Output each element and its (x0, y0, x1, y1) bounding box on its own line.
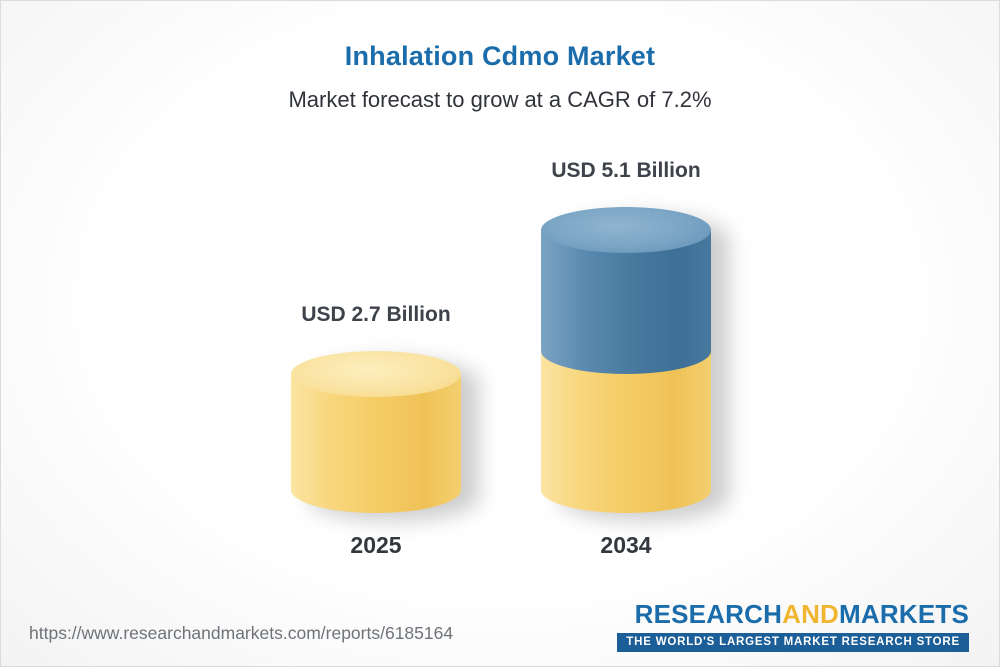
chart-title: Inhalation Cdmo Market (344, 41, 656, 71)
logo-tagline: THE WORLD'S LARGEST MARKET RESEARCH STOR… (617, 633, 969, 652)
logo-word-and: AND (782, 599, 840, 629)
report-url-link[interactable]: https://www.researchandmarkets.com/repor… (29, 623, 454, 643)
logo-word-research: RESEARCH (634, 599, 783, 629)
value-label-2034: USD 5.1 Billion (551, 159, 701, 182)
bar-2025-cylinder-body (291, 374, 461, 513)
bar-2034-cylinder-top (541, 207, 711, 253)
axis-label-2025: 2025 (350, 532, 402, 558)
bar-2025-cylinder (291, 351, 461, 513)
research-and-markets-logo[interactable]: RESEARCHANDMARKETS THE WORLD'S LARGEST M… (617, 599, 969, 652)
value-label-2025: USD 2.7 Billion (301, 303, 451, 326)
axis-label-2034: 2034 (600, 532, 652, 558)
bar-2025-cylinder-top (291, 351, 461, 397)
bar-2034-base-segment (541, 351, 711, 513)
chart-subtitle: Market forecast to grow at a CAGR of 7.2… (288, 87, 712, 112)
bar-2034-growth-segment (541, 207, 711, 374)
logo-wordmark: RESEARCHANDMARKETS (635, 599, 969, 630)
bar-2034-cylinder-body (541, 230, 711, 374)
logo-word-markets: MARKETS (839, 599, 969, 629)
